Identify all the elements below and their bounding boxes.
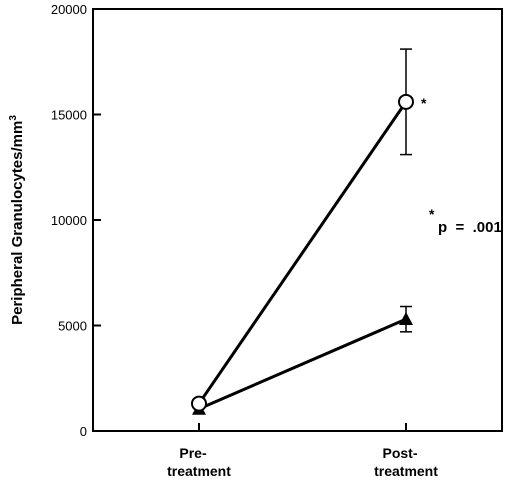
y-axis-title-text: Peripheral Granulocytes/mm xyxy=(9,121,26,325)
x-category-label: treatment xyxy=(167,463,231,479)
y-tick-label: 10000 xyxy=(51,213,87,228)
y-axis-ticks: 0 5000 10000 15000 20000 xyxy=(51,2,101,439)
y-tick-label: 5000 xyxy=(58,319,87,334)
pvalue-label: p = .001 xyxy=(438,219,502,236)
x-category-label: Pre- xyxy=(179,445,207,461)
significance-star: * xyxy=(421,95,427,111)
y-axis-title-superscript: 3 xyxy=(8,115,19,121)
data-point-triangle xyxy=(399,312,413,326)
x-category-label: Post- xyxy=(383,445,418,461)
data-point-circle xyxy=(191,395,207,412)
series-layer xyxy=(191,48,414,415)
data-point-circle xyxy=(398,93,414,110)
x-category-label: treatment xyxy=(374,463,438,479)
x-axis-ticks: Pre-treatment Post-treatment xyxy=(167,423,438,479)
y-tick-label: 15000 xyxy=(51,108,87,123)
y-axis-title: Peripheral Granulocytes/mm3 xyxy=(8,115,26,325)
pvalue-star: * xyxy=(429,206,435,222)
series-line xyxy=(198,317,407,411)
y-tick-label: 0 xyxy=(80,424,87,439)
series-line xyxy=(197,100,408,405)
y-tick-label: 20000 xyxy=(51,2,87,17)
